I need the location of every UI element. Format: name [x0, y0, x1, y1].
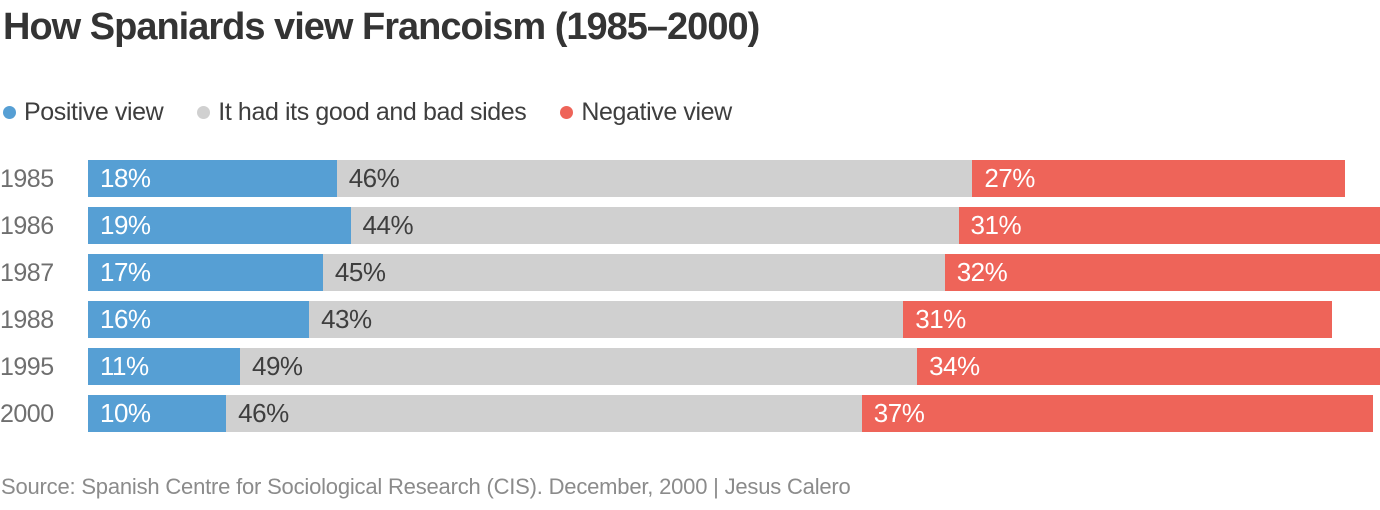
- bar-track: 17% 45% 32%: [88, 254, 1380, 291]
- bar-track: 10% 46% 37%: [88, 395, 1380, 432]
- bar-value-label: 16%: [100, 304, 151, 334]
- bar-segment-it-had-its-good-and-bad-sides: 45%: [322, 254, 945, 291]
- legend-dot-negative-icon: [560, 106, 574, 119]
- bar-row: 1987 17% 45% 32%: [0, 254, 1380, 291]
- bar-value-label: 18%: [100, 163, 151, 193]
- year-label: 2000: [0, 400, 54, 428]
- bar-value-label: 17%: [100, 257, 151, 287]
- bar-value-label: 34%: [929, 351, 980, 381]
- bar-row: 1986 19% 44% 31%: [0, 207, 1380, 244]
- bar-segment-it-had-its-good-and-bad-sides: 46%: [336, 160, 973, 197]
- bar-value-label: 49%: [252, 351, 303, 381]
- bar-segment-it-had-its-good-and-bad-sides: 49%: [240, 348, 918, 385]
- bar-segment-it-had-its-good-and-bad-sides: 43%: [309, 301, 904, 338]
- bar-segment-negative-view: 37%: [861, 395, 1374, 432]
- bar-segment-positive-view: 11%: [88, 348, 240, 385]
- bar-segment-it-had-its-good-and-bad-sides: 44%: [350, 207, 959, 244]
- bar-value-label: 32%: [956, 257, 1008, 287]
- bar-value-label: 46%: [348, 163, 400, 193]
- legend-dot-positive-icon: [3, 106, 16, 119]
- source-caption: Source: Spanish Centre for Sociological …: [1, 474, 851, 499]
- bar-value-label: 19%: [100, 210, 151, 240]
- bar-track: 19% 44% 31%: [88, 207, 1380, 244]
- year-label: 1995: [0, 353, 54, 381]
- bar-row: 1985 18% 46% 27%: [0, 160, 1380, 197]
- year-label: 1985: [0, 165, 54, 193]
- bar-value-label: 45%: [334, 257, 386, 287]
- bar-segment-negative-view: 34%: [917, 348, 1380, 385]
- bar-value-label: 46%: [238, 398, 289, 428]
- bar-segment-positive-view: 18%: [88, 160, 337, 197]
- bar-segment-positive-view: 10%: [88, 395, 227, 432]
- bar-track: 16% 43% 31%: [88, 301, 1380, 338]
- legend-item-mixed: It had its good and bad sides: [197, 98, 527, 127]
- bar-segment-negative-view: 27%: [972, 160, 1346, 197]
- bar-row: 1988 16% 43% 31%: [0, 301, 1380, 338]
- legend-item-negative: Negative view: [560, 98, 732, 127]
- chart-title: How Spaniards view Francoism (1985–2000): [3, 6, 760, 48]
- bar-value-label: 27%: [984, 163, 1035, 193]
- bar-row: 2000 10% 46% 37%: [0, 395, 1380, 432]
- stacked-bar-chart: 1985 18% 46% 27% 1986 19% 44% 31% 1987 17% 45% 32% 1…: [0, 160, 1380, 442]
- bar-segment-positive-view: 16%: [88, 301, 310, 338]
- bar-value-label: 31%: [970, 210, 1022, 240]
- bar-segment-negative-view: 32%: [944, 254, 1380, 291]
- bar-segment-negative-view: 31%: [903, 301, 1332, 338]
- bar-value-label: 44%: [362, 210, 414, 240]
- legend-item-positive: Positive view: [3, 98, 164, 127]
- year-label: 1987: [0, 259, 54, 287]
- bar-track: 11% 49% 34%: [88, 348, 1380, 385]
- year-label: 1988: [0, 306, 54, 334]
- bar-value-label: 10%: [100, 398, 151, 428]
- legend-dot-mixed-icon: [197, 106, 211, 119]
- bar-segment-positive-view: 17%: [88, 254, 323, 291]
- bar-value-label: 37%: [873, 398, 925, 428]
- legend-label-positive: Positive view: [24, 98, 164, 126]
- bar-track: 18% 46% 27%: [88, 160, 1380, 197]
- legend-label-negative: Negative view: [581, 98, 732, 126]
- bar-segment-negative-view: 31%: [958, 207, 1380, 244]
- bar-segment-it-had-its-good-and-bad-sides: 46%: [226, 395, 862, 432]
- bar-value-label: 43%: [321, 304, 372, 334]
- bar-row: 1995 11% 49% 34%: [0, 348, 1380, 385]
- year-label: 1986: [0, 212, 54, 240]
- legend-label-mixed: It had its good and bad sides: [218, 98, 527, 126]
- bar-value-label: 31%: [915, 304, 966, 334]
- bar-segment-positive-view: 19%: [88, 207, 351, 244]
- legend: Positive view It had its good and bad si…: [3, 98, 732, 127]
- bar-value-label: 11%: [100, 351, 149, 381]
